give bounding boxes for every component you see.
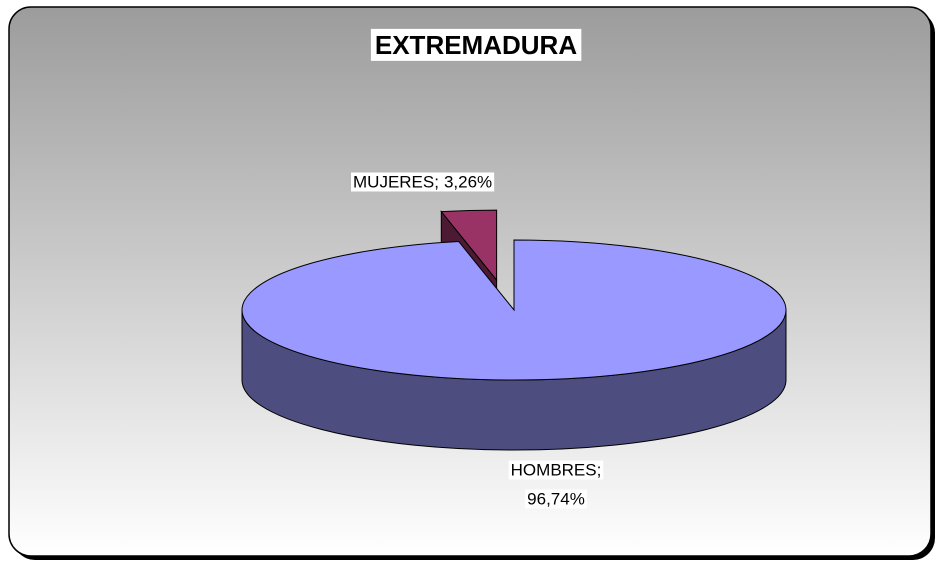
slice [440,209,498,282]
category-label: MUJERES; [353,172,439,191]
chart-title: EXTREMADURA [375,30,577,60]
title-background [370,28,582,61]
label-background [351,172,495,192]
label-background [525,489,587,509]
value-label: 3,26% [444,172,492,191]
value-label: 96,74% [527,489,585,508]
slice [241,239,787,381]
category-label: HOMBRES; [511,460,602,479]
pie [241,209,787,451]
label-background [508,460,604,480]
labels: EXTREMADURA HOMBRES; 96,74% MUJERES; 3,26% [351,28,604,509]
